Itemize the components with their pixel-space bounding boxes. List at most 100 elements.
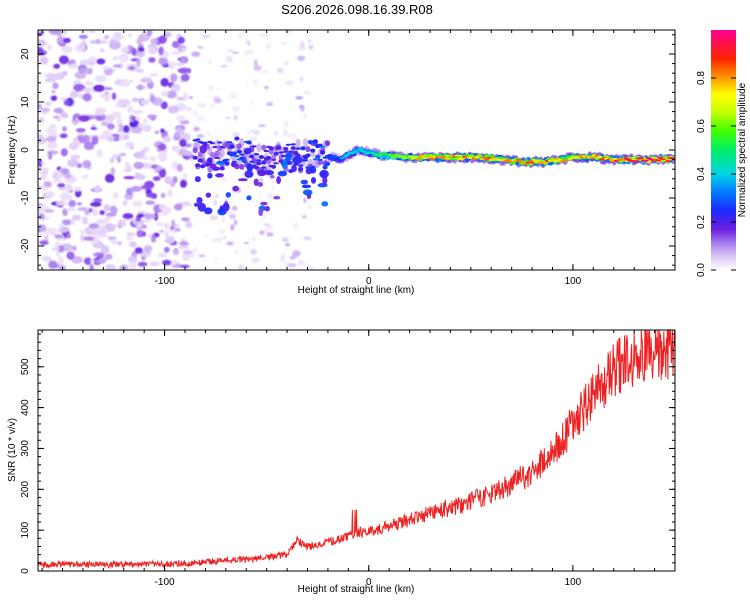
noise-speckle — [180, 74, 190, 82]
noise-speckle — [249, 136, 258, 142]
noise-speckle — [231, 106, 241, 112]
ridge-blob — [301, 184, 312, 189]
noise-speckle — [40, 107, 51, 113]
noise-speckle — [308, 44, 314, 50]
y-tick-label: 500 — [20, 358, 31, 375]
ridge-cell — [219, 166, 225, 171]
noise-speckle — [57, 171, 63, 181]
noise-speckle — [300, 41, 305, 48]
noise-speckle — [157, 152, 168, 162]
noise-speckle — [66, 251, 75, 260]
ridge-blob — [264, 206, 270, 212]
noise-speckle — [174, 131, 181, 139]
ridge-blob — [269, 175, 275, 179]
ridge-cell — [217, 141, 223, 144]
noise-speckle — [163, 246, 170, 253]
noise-speckle — [204, 234, 208, 238]
ridge-cell — [251, 145, 257, 148]
noise-speckle — [137, 84, 143, 91]
noise-speckle — [38, 184, 47, 191]
noise-speckle — [220, 64, 228, 68]
noise-speckle — [131, 185, 142, 192]
noise-speckle — [174, 227, 181, 232]
ridge-cell — [236, 158, 242, 161]
noise-speckle — [54, 72, 65, 81]
noise-speckle — [292, 222, 299, 230]
noise-speckle — [116, 117, 123, 126]
noise-speckle — [168, 61, 176, 69]
ridge-cell — [219, 146, 225, 149]
noise-speckle — [38, 39, 47, 47]
noise-speckle — [263, 223, 272, 227]
ridge-blob — [232, 185, 239, 192]
noise-speckle — [140, 150, 146, 156]
noise-speckle — [53, 107, 64, 114]
noise-speckle — [74, 71, 87, 79]
ridge-cell — [226, 141, 233, 144]
noise-speckle — [197, 129, 201, 132]
noise-speckle — [63, 99, 70, 106]
noise-speckle — [303, 114, 308, 119]
noise-speckle — [154, 130, 160, 134]
noise-speckle — [111, 207, 118, 214]
y-tick-label: 200 — [20, 481, 31, 498]
ridge-cell — [253, 153, 260, 156]
noise-speckle — [61, 168, 70, 175]
noise-speckle — [63, 30, 68, 35]
noise-speckle — [137, 213, 145, 218]
figure-title: S206.2026.098.16.39.R08 — [281, 2, 433, 17]
ridge-blob — [194, 176, 201, 183]
noise-speckle — [123, 135, 130, 140]
noise-speckle — [196, 133, 204, 139]
y-tick-label: -10 — [20, 190, 31, 205]
noise-speckle — [158, 57, 169, 66]
ridge-cell — [273, 162, 279, 165]
noise-speckle — [283, 60, 290, 66]
noise-speckle — [238, 32, 242, 40]
ridge-blob — [203, 207, 213, 215]
noise-speckle — [90, 259, 95, 264]
x-tick-label: -100 — [155, 577, 175, 588]
noise-speckle — [71, 245, 77, 251]
noise-speckle — [227, 60, 233, 63]
noise-speckle — [160, 78, 169, 87]
ridge-cell — [643, 159, 649, 162]
ridge-cell — [665, 160, 671, 163]
noise-speckle — [166, 90, 177, 99]
noise-speckle — [233, 114, 238, 121]
noise-speckle — [146, 114, 158, 119]
noise-speckle — [90, 201, 102, 207]
noise-speckle — [259, 230, 265, 235]
colorbar-tick-label: 0.8 — [696, 71, 707, 85]
noise-speckle — [67, 63, 78, 69]
noise-speckle — [170, 73, 178, 82]
ridge-blob — [291, 164, 297, 173]
ridge-cell — [214, 156, 220, 159]
noise-speckle — [77, 115, 90, 122]
ridge-cell — [298, 167, 304, 171]
noise-speckle — [140, 184, 150, 190]
noise-speckle — [300, 106, 305, 113]
noise-speckle — [97, 226, 107, 230]
noise-speckle — [93, 185, 102, 193]
ridge-cell — [234, 155, 240, 158]
ridge-cell — [476, 154, 482, 157]
noise-speckle — [132, 218, 145, 226]
noise-speckle — [258, 178, 264, 182]
noise-speckle — [141, 162, 152, 169]
noise-speckle — [45, 190, 55, 198]
noise-speckle — [48, 151, 53, 160]
ridge-blob — [193, 202, 200, 207]
noise-speckle — [126, 105, 133, 114]
noise-speckle — [246, 130, 252, 135]
noise-speckle — [226, 241, 234, 246]
ridge-cell — [298, 164, 304, 167]
noise-speckle — [119, 79, 131, 87]
noise-speckle — [149, 94, 156, 103]
ridge-cell — [307, 141, 313, 144]
noise-speckle — [110, 239, 118, 245]
noise-speckle — [92, 252, 105, 257]
noise-speckle — [249, 49, 254, 55]
noise-speckle — [148, 46, 157, 55]
y-tick-label: 400 — [20, 399, 31, 416]
